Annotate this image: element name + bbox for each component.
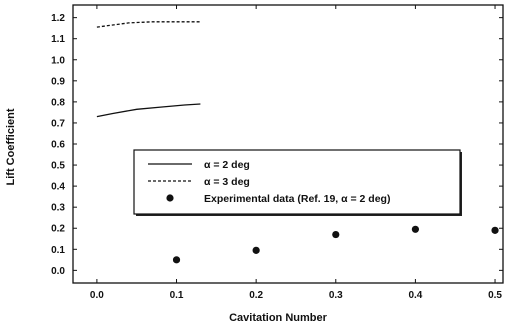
- x-tick-label: 0.3: [329, 290, 343, 301]
- y-tick-label: 0.9: [51, 76, 65, 87]
- x-tick-label: 0.1: [170, 290, 184, 301]
- y-tick-label: 0.1: [51, 245, 65, 256]
- alpha-2-deg-line: [96, 103, 201, 118]
- x-tick-label: 0.2: [249, 290, 263, 301]
- y-tick-label: 0.8: [51, 97, 65, 108]
- x-tick-label: 0.5: [488, 290, 502, 301]
- y-tick-label: 1.1: [51, 34, 65, 45]
- experimental-data-point: [332, 230, 340, 239]
- y-axis-title: Lift Coefficient: [5, 108, 17, 185]
- x-tick-label: 0.0: [90, 290, 104, 301]
- experimental-data-point: [411, 225, 420, 233]
- y-tick-label: 0.2: [51, 224, 65, 235]
- y-tick-label: 1.2: [51, 13, 65, 24]
- experimental-data-point: [172, 256, 181, 264]
- experimental-data-point: [252, 246, 260, 254]
- legend-label: α = 2 deg: [204, 159, 250, 171]
- x-tick-label: 0.4: [408, 290, 422, 301]
- y-tick-label: 0.6: [51, 140, 65, 151]
- y-tick-label: 0.5: [51, 161, 65, 172]
- experimental-data-point: [491, 226, 499, 234]
- y-tick-label: 1.0: [51, 55, 65, 66]
- y-tick-label: 0.0: [51, 266, 65, 277]
- legend-marker-experimental: [166, 194, 174, 202]
- legend-box: [133, 149, 461, 215]
- x-axis-title: Cavitation Number: [229, 312, 328, 324]
- y-tick-label: 0.4: [51, 182, 65, 193]
- y-tick-label: 0.3: [51, 203, 65, 214]
- legend-label: Experimental data (Ref. 19, α = 2 deg): [204, 193, 390, 205]
- y-tick-label: 0.7: [51, 118, 65, 129]
- legend-label: α = 3 deg: [204, 176, 250, 188]
